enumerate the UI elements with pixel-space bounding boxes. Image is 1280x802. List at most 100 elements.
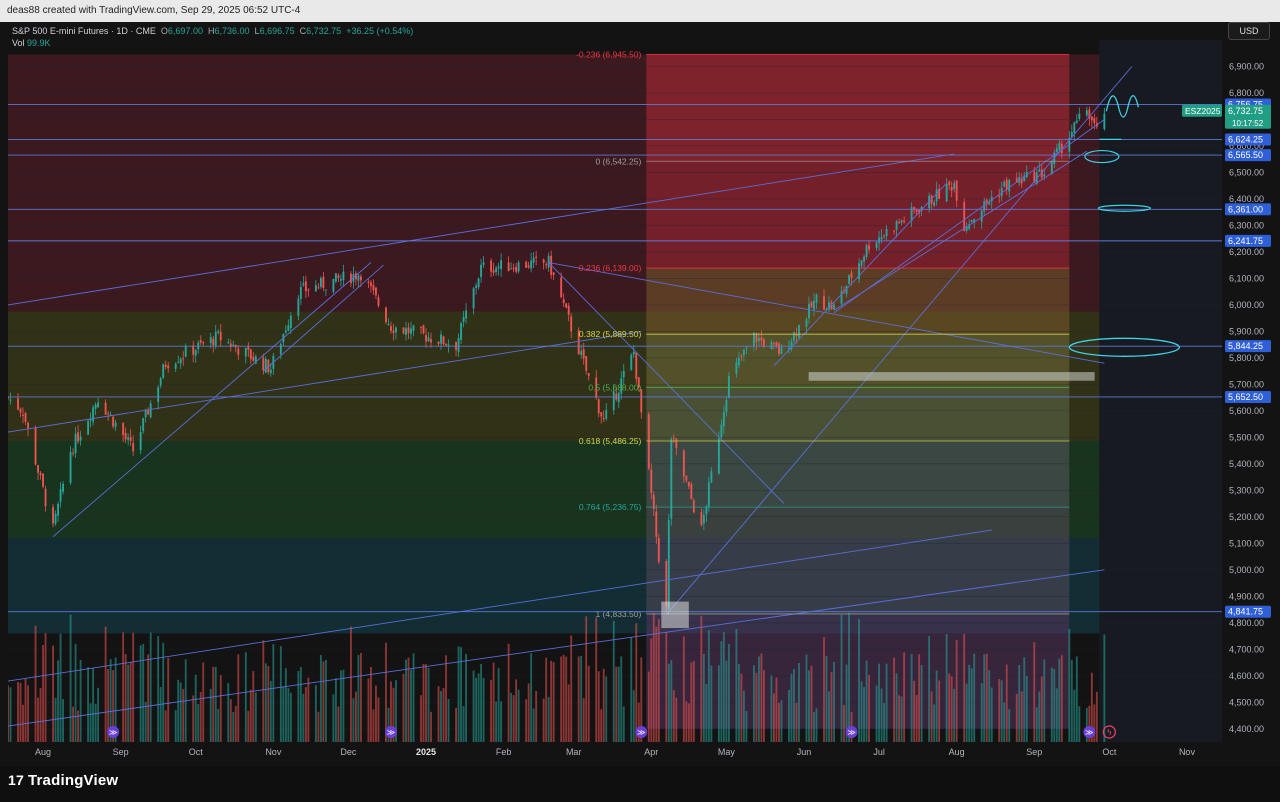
candle: [1103, 113, 1106, 129]
footer-bar: [0, 766, 1280, 802]
candle: [54, 513, 57, 524]
volume-bars: [8, 612, 1106, 742]
volume-bar: [42, 644, 44, 742]
level-price-tag-label: 6,241.75: [1228, 236, 1263, 246]
time-tick-label: Oct: [1102, 747, 1117, 757]
volume-bar: [665, 632, 668, 742]
tradingview-logo[interactable]: 17 TradingView: [8, 772, 118, 789]
candle: [390, 326, 392, 332]
candle: [332, 279, 335, 293]
volume-bar: [632, 690, 635, 742]
volume-bar: [953, 688, 956, 742]
candle: [780, 347, 783, 355]
volume-bar: [297, 670, 300, 742]
volume-bar: [945, 634, 948, 742]
candle: [585, 355, 588, 371]
candle: [1015, 178, 1018, 183]
volume-bar: [1018, 665, 1021, 742]
trend-line: [665, 66, 1133, 616]
fib-level-label: 0.764 (5,236.75): [579, 502, 642, 512]
currency-button[interactable]: USD: [1228, 22, 1270, 40]
volume-bar: [287, 688, 290, 742]
volume-bar: [74, 643, 77, 742]
volume-bar: [472, 670, 475, 742]
candle: [650, 469, 653, 493]
candle: [600, 412, 603, 417]
volume-bar: [620, 656, 623, 742]
event-marker-glyph: ≫: [1085, 728, 1093, 737]
price-tick-label: 5,200.00: [1229, 512, 1264, 522]
candle: [740, 355, 743, 358]
volume-bar: [968, 664, 971, 742]
volume-bar: [337, 706, 340, 742]
supply-zone-rect: [808, 372, 1095, 381]
volume-bar: [675, 697, 678, 742]
volume-bar: [650, 638, 653, 742]
candle: [900, 220, 903, 223]
volume-bar: [1053, 669, 1056, 742]
volume-bar: [182, 689, 185, 742]
volume-bar: [342, 669, 345, 742]
volume-bar: [1093, 704, 1096, 742]
volume-bar: [442, 688, 445, 742]
candle: [159, 378, 162, 386]
volume-bar: [37, 697, 39, 742]
candle: [567, 305, 570, 315]
ellipse-annotation: [1084, 149, 1120, 164]
time-tick-label: Sep: [113, 747, 129, 757]
volume-bar: [913, 680, 916, 742]
candle: [127, 437, 130, 440]
volume-bar: [717, 665, 720, 742]
volume-bar: [560, 656, 563, 742]
candle: [757, 337, 760, 341]
candle: [878, 237, 881, 243]
volume-bar: [1043, 659, 1046, 742]
candle: [1025, 171, 1028, 178]
candle: [392, 330, 395, 333]
fib-zone: [646, 507, 1070, 614]
volume-bar: [918, 654, 921, 742]
candle: [773, 342, 775, 344]
candle: [94, 404, 97, 409]
volume-bar: [710, 665, 713, 742]
volume-bar: [535, 691, 538, 742]
price-tick-label: 4,400.00: [1229, 724, 1264, 734]
candle: [177, 362, 180, 364]
volume-bar: [264, 663, 267, 742]
volume-bar: [928, 636, 931, 742]
volume-bar: [815, 708, 818, 742]
volume-bar: [798, 663, 800, 742]
volume-bar: [144, 701, 147, 742]
volume-bar: [1058, 658, 1061, 742]
candle: [965, 226, 968, 231]
event-marker-glyph: ≫: [109, 728, 117, 737]
candle: [945, 183, 948, 202]
volume-bar: [129, 662, 132, 742]
level-price-tag: [1225, 605, 1271, 618]
candle: [17, 398, 19, 410]
time-tick-label: Nov: [1179, 747, 1196, 757]
volume-bar: [630, 637, 633, 742]
legend-symbol-row: S&P 500 E-mini Futures · 1D · CME O6,697…: [12, 25, 413, 37]
candle: [482, 262, 485, 265]
candle: [690, 483, 693, 499]
symbol-description[interactable]: S&P 500 E-mini Futures · 1D · CME: [12, 26, 156, 36]
candle: [1093, 117, 1096, 124]
candle: [790, 341, 793, 350]
volume-bar: [109, 659, 112, 742]
candle: [512, 267, 515, 269]
candle: [44, 488, 47, 507]
level-price-tag-label: 6,565.50: [1228, 150, 1263, 160]
candle: [107, 413, 110, 415]
trend-line: [773, 182, 947, 367]
volume-bar: [262, 640, 265, 742]
candle: [725, 400, 728, 413]
time-tick-label: Jun: [797, 747, 812, 757]
volume-bar: [720, 641, 723, 742]
candle: [370, 282, 372, 287]
candle: [349, 273, 352, 284]
ellipse-annotation: [1097, 204, 1151, 212]
volume-bar: [615, 666, 618, 742]
candle: [948, 181, 951, 186]
